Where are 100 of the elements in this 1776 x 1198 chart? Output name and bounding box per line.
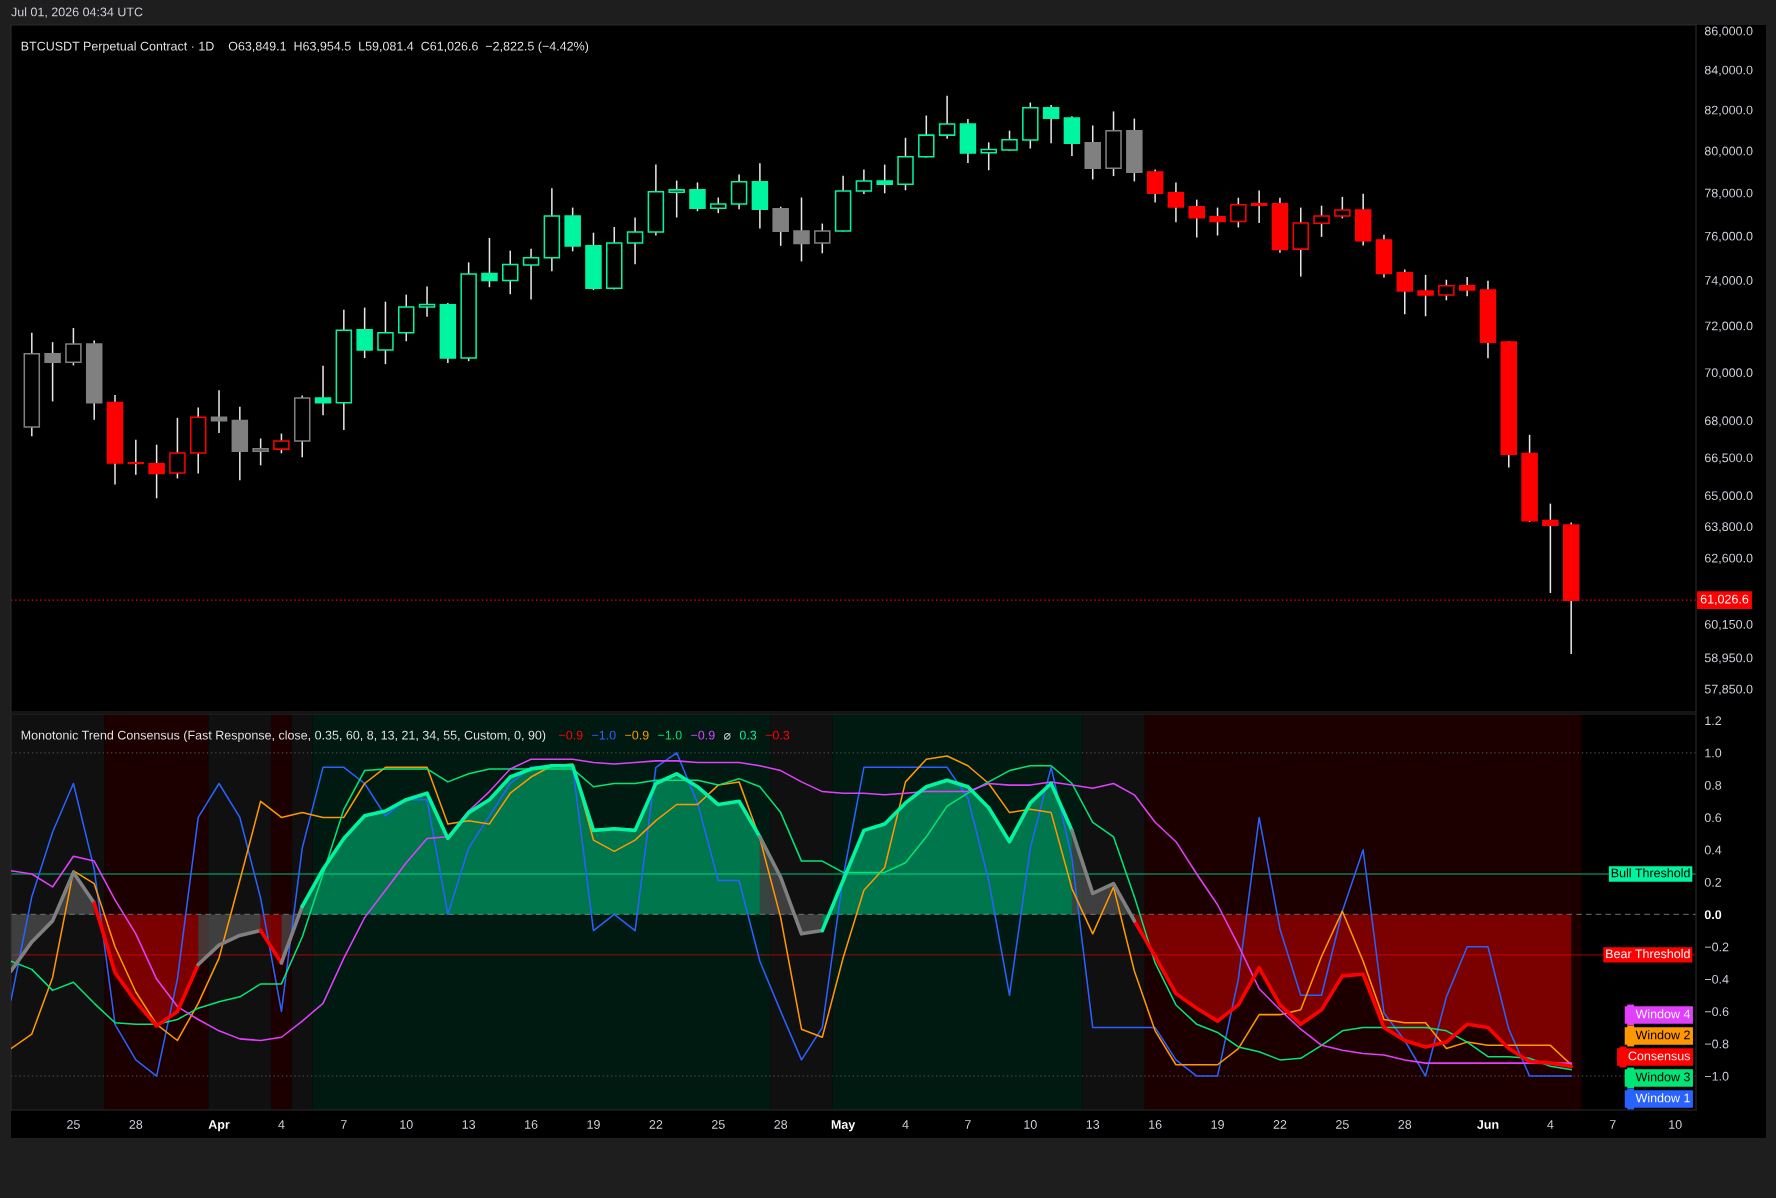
x-tick-label: 28: [129, 1120, 143, 1129]
annotation: ⌀: [723, 733, 731, 740]
legend-label: Window 4: [1635, 1009, 1691, 1019]
x-tick-label: 16: [525, 1120, 538, 1129]
x-tick-label: 10: [1024, 1120, 1037, 1129]
y-tick-label: 78,000.0: [1704, 188, 1753, 199]
text: BTCUSDT Perpetual Contract · 1D: [21, 41, 214, 54]
candlestick: [522, 247, 540, 301]
y-tick-label: −0.6: [1704, 1007, 1729, 1017]
y-tick-label: 74,000.0: [1704, 276, 1753, 287]
y-tick-label: 0.8: [1704, 780, 1722, 790]
x-tick-label: 16: [1149, 1120, 1162, 1129]
annotation: −1.0: [658, 730, 682, 740]
annotation: −0.9: [691, 730, 715, 740]
candlestick: [356, 306, 373, 359]
candlestick: [481, 237, 498, 288]
x-tick-label: 22: [649, 1120, 663, 1129]
candlestick: [127, 438, 145, 476]
candlestick: [1542, 502, 1559, 594]
y-tick-label: −0.4: [1704, 974, 1729, 984]
candlestick: [418, 285, 436, 318]
y-tick-label: 1.0: [1705, 748, 1722, 758]
candlestick: [1209, 206, 1226, 237]
y-tick-label: −1.0: [1704, 1071, 1729, 1081]
annotation: −0.3: [765, 730, 790, 740]
candlestick: [772, 205, 789, 247]
y-tick-label: 0.6: [1704, 813, 1722, 823]
candlestick: [65, 327, 82, 367]
ref-line-label: Bull Threshold: [1611, 868, 1690, 878]
x-tick-label: 25: [67, 1120, 80, 1129]
text: Jul 01, 2026 04:34 UTC: [11, 7, 143, 18]
x-tick-label: 28: [774, 1120, 788, 1129]
candlestick: [1458, 276, 1476, 297]
x-tick-label: 22: [1273, 1120, 1287, 1129]
y-tick-label: 70,000.0: [1704, 368, 1753, 379]
candlestick: [1230, 196, 1247, 229]
x-tick-label: 4: [1547, 1120, 1554, 1129]
candlestick: [169, 417, 186, 480]
x-tick-label: 7: [1609, 1120, 1616, 1129]
candlestick: [1042, 104, 1060, 144]
y-tick-label: 86,000.0: [1704, 26, 1753, 37]
candlestick: [689, 181, 706, 213]
y-tick-label: 0.4: [1704, 845, 1722, 855]
annotation: −0.9: [559, 730, 583, 740]
ref-line-label: 61,026.6: [1700, 594, 1749, 605]
x-tick-label: 19: [1211, 1120, 1224, 1129]
candlestick: [502, 249, 519, 295]
candlestick: [1313, 204, 1330, 238]
candlestick: [626, 216, 644, 266]
x-tick-label: 7: [965, 1120, 971, 1129]
x-tick-label: 13: [1086, 1120, 1100, 1129]
candlestick: [730, 173, 748, 211]
candlestick: [1250, 189, 1268, 224]
candlestick: [377, 300, 394, 365]
candlestick: [918, 114, 935, 159]
x-tick-label: 28: [1398, 1120, 1412, 1129]
candlestick: [1167, 181, 1185, 224]
y-tick-label: 62,600.0: [1704, 553, 1753, 565]
candlestick: [1417, 274, 1434, 318]
y-tick-label: 57,850.0: [1704, 684, 1753, 696]
candlestick: [814, 222, 831, 255]
candlestick: [668, 179, 685, 219]
x-tick-label: 4: [902, 1120, 909, 1129]
candlestick: [252, 437, 269, 467]
y-tick-label: 58,950.0: [1704, 653, 1753, 664]
y-tick-label: 80,000.0: [1704, 146, 1753, 157]
x-tick-label: 25: [1336, 1120, 1349, 1129]
candlestick: [1188, 198, 1205, 239]
candlestick: [1001, 129, 1018, 152]
candlestick: [44, 341, 61, 403]
candlestick: [1146, 168, 1164, 204]
y-tick-label: −0.8: [1704, 1039, 1729, 1049]
x-tick-label: 19: [587, 1120, 600, 1129]
y-tick-label: 0.0: [1704, 910, 1722, 920]
annotation: −0.9: [625, 730, 649, 740]
legend-label: Window 1: [1635, 1093, 1690, 1103]
candlestick: [1438, 279, 1455, 302]
legend-label: Window 2: [1635, 1030, 1690, 1040]
y-tick-label: 82,000.0: [1704, 105, 1753, 116]
y-tick-label: −0.2: [1704, 942, 1729, 952]
legend-label: Consensus: [1628, 1051, 1690, 1061]
candlestick: [938, 94, 956, 140]
candlestick: [793, 196, 810, 263]
x-tick-label: 13: [462, 1120, 476, 1129]
annotation: 0.3: [739, 730, 757, 740]
y-tick-label: 72,000.0: [1704, 321, 1753, 332]
candlestick: [210, 389, 228, 434]
annotation: −1.0: [592, 730, 616, 740]
text: O63,849.1 H63,954.5 L59,081.4 C61,026.6 −2,822.5 (−4.42%): [228, 41, 589, 54]
y-tick-label: 68,000.0: [1704, 416, 1753, 427]
candlestick: [273, 432, 290, 455]
y-tick-label: 84,000.0: [1704, 65, 1753, 76]
x-tick-label: 7: [341, 1120, 347, 1129]
candlestick: [1334, 196, 1351, 220]
candlestick: [855, 168, 873, 195]
y-tick-label: 0.2: [1704, 877, 1722, 887]
candlestick: [314, 365, 332, 416]
candlestick: [980, 141, 997, 171]
candlestick: [148, 443, 165, 500]
candlestick: [876, 163, 893, 195]
